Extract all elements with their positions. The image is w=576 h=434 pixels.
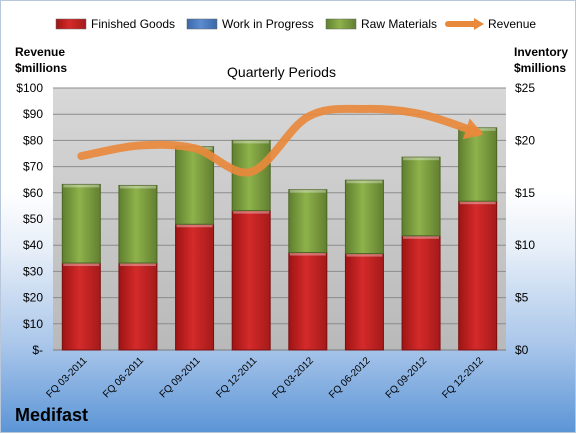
bar-finished-goods: [288, 252, 328, 351]
left-tick-label: $50: [23, 212, 43, 226]
category-label: FQ 09-2012: [384, 355, 430, 401]
legend-label: Revenue: [488, 17, 536, 31]
bar-finished-goods: [61, 262, 101, 351]
legend-swatch: [186, 18, 218, 30]
right-tick-label: $25: [515, 81, 535, 95]
bar-finished-goods-top-highlight: [459, 201, 496, 205]
category-label: FQ 09-2011: [158, 355, 203, 400]
right-axis-title: $millions: [514, 61, 566, 75]
bar-finished-goods-top-highlight: [289, 252, 326, 256]
bar-finished-goods-top-highlight: [119, 263, 156, 267]
bar-finished-goods: [344, 253, 384, 351]
bar-finished-goods-top-highlight: [63, 263, 100, 267]
bar-raw-materials: [118, 184, 158, 264]
bar-finished-goods-top-highlight: [346, 253, 383, 257]
bar-finished-goods-top-highlight: [403, 235, 440, 239]
revenue-line: [77, 104, 482, 177]
category-label: FQ 12-2011: [214, 355, 259, 400]
bar-raw-materials: [458, 127, 498, 202]
bar-raw-materials: [175, 146, 215, 225]
right-tick-label: $20: [515, 133, 535, 147]
legend-swatch: [325, 18, 357, 30]
bar-finished-goods-top-highlight: [233, 210, 270, 214]
legend-label: Raw Materials: [361, 17, 437, 31]
right-tick-label: $0: [515, 343, 529, 357]
bar-raw-materials-top-highlight: [346, 180, 383, 184]
left-tick-label: $80: [23, 133, 43, 147]
bar-raw-materials: [401, 156, 441, 237]
right-tick-label: $10: [515, 238, 535, 252]
bar-raw-materials-top-highlight: [63, 184, 100, 188]
left-tick-label: $40: [23, 238, 43, 252]
bar-finished-goods: [231, 210, 271, 351]
legend-swatch: [55, 18, 87, 30]
right-axis-title: Inventory: [514, 45, 568, 59]
left-tick-label: $90: [23, 107, 43, 121]
bar-finished-goods: [401, 235, 441, 351]
legend-label: Work in Progress: [222, 17, 314, 31]
right-tick-label: $5: [515, 291, 529, 305]
left-tick-label: $10: [23, 317, 43, 331]
bar-finished-goods-top-highlight: [176, 224, 213, 228]
left-tick-label: $20: [23, 291, 43, 305]
bar-raw-materials: [288, 189, 328, 254]
bar-finished-goods: [175, 223, 215, 351]
bar-finished-goods: [118, 262, 158, 351]
bar-raw-materials-top-highlight: [289, 189, 326, 193]
left-axis-title: $millions: [15, 61, 67, 75]
category-label: FQ 03-2011: [44, 355, 89, 400]
category-label: FQ 06-2011: [101, 355, 146, 400]
chart-subtitle: Quarterly Periods: [227, 64, 336, 80]
left-tick-label: $60: [23, 186, 43, 200]
left-tick-label: $70: [23, 160, 43, 174]
left-tick-label: $100: [16, 81, 43, 95]
company-name: Medifast: [15, 405, 89, 425]
bar-raw-materials-top-highlight: [233, 140, 270, 144]
category-label: FQ 12-2012: [440, 355, 486, 401]
bar-raw-materials: [344, 179, 384, 255]
left-tick-label: $30: [23, 264, 43, 278]
legend-label: Finished Goods: [91, 17, 175, 31]
left-axis-title: Revenue: [15, 45, 65, 59]
category-label: FQ 03-2012: [270, 355, 316, 401]
bar-finished-goods: [458, 200, 498, 351]
bar-raw-materials-top-highlight: [403, 157, 440, 161]
category-label: FQ 06-2012: [327, 355, 373, 401]
revenue-arrowhead: [462, 118, 484, 140]
left-tick-label: $-: [32, 343, 43, 357]
bar-raw-materials-top-highlight: [119, 185, 156, 189]
right-tick-label: $15: [515, 186, 535, 200]
bar-raw-materials: [61, 183, 101, 264]
legend-arrow-revenue: [474, 18, 484, 30]
